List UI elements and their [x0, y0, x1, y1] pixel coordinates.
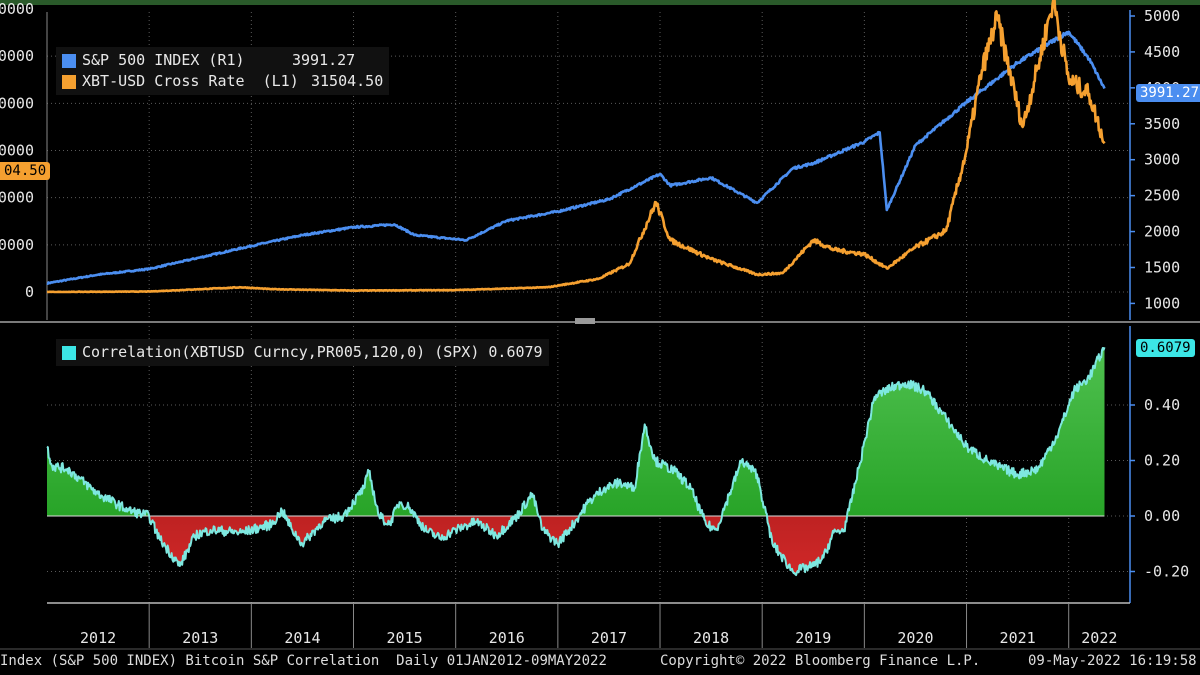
x-tick-label: 2015 [387, 629, 423, 647]
x-tick-label: 2021 [1000, 629, 1036, 647]
legend-spx: S&P 500 INDEX (R1) 3991.27 [62, 50, 383, 71]
right-tick-label: 3500 [1144, 115, 1180, 133]
right-tick-label: 2500 [1144, 187, 1180, 205]
right-tick-label: 2000 [1144, 223, 1180, 241]
legend-xbt: XBT-USD Cross Rate (L1) 31504.50 [62, 71, 383, 92]
correlation-tick-label: 0.20 [1144, 452, 1180, 470]
legend-value-spx: 3991.27 [292, 51, 356, 69]
legend-swatch-correlation [62, 345, 76, 360]
spx-last-value-badge: 3991.27 [1136, 84, 1200, 102]
footer-description: Index (S&P 500 INDEX) Bitcoin S&P Correl… [0, 653, 607, 669]
legend-correlation: Correlation(XBTUSD Curncy,PR005,120,0) (… [62, 342, 543, 363]
left-tick-label: 0 [25, 283, 34, 301]
right-tick-label: 5000 [1144, 7, 1180, 25]
left-tick-label: 60000 [0, 0, 34, 18]
left-tick-label: 40000 [0, 94, 34, 112]
correlation-tick-label: -0.20 [1144, 563, 1189, 581]
correlation-tick-label: 0.40 [1144, 396, 1180, 414]
x-tick-label: 2014 [284, 629, 320, 647]
x-tick-label: 2018 [693, 629, 729, 647]
left-tick-label: 20000 [0, 189, 34, 207]
legend-swatch-xbt [62, 74, 76, 89]
legend-value-correlation: 0.6079 [488, 343, 543, 361]
x-tick-label: 2016 [489, 629, 525, 647]
right-tick-label: 1500 [1144, 258, 1180, 276]
x-tick-label: 2020 [897, 629, 933, 647]
spx-line [46, 30, 1106, 285]
top-bar [0, 0, 1200, 5]
legend-swatch-spx [62, 53, 76, 68]
x-tick-label: 2013 [182, 629, 218, 647]
x-tick-label: 2019 [795, 629, 831, 647]
left-tick-label: 30000 [0, 142, 34, 160]
footer-timestamp: 09-May-2022 16:19:58 [1028, 653, 1197, 669]
footer: Index (S&P 500 INDEX) Bitcoin S&P Correl… [0, 651, 1200, 673]
left-tick-label: 50000 [0, 47, 34, 65]
xbt-last-value-badge: 04.50 [0, 162, 51, 180]
correlation-last-value-badge: 0.6079 [1136, 339, 1195, 357]
correlation-tick-label: 0.00 [1144, 507, 1180, 525]
x-tick-label: 2017 [591, 629, 627, 647]
x-tick-label: 2012 [80, 629, 116, 647]
xbt-line [46, 0, 1106, 294]
legend-value-xbt: 31504.50 [311, 72, 384, 90]
correlation-line [46, 346, 1106, 577]
footer-copyright: Copyright© 2022 Bloomberg Finance L.P. [660, 653, 981, 669]
right-tick-label: 1000 [1144, 294, 1180, 312]
right-tick-label: 4500 [1144, 43, 1180, 61]
correlation-positive-area [47, 347, 1105, 516]
legend-label-xbt: XBT-USD Cross Rate (L1) [82, 72, 299, 90]
right-tick-label: 3000 [1144, 151, 1180, 169]
legend-label-spx: S&P 500 INDEX (R1) [82, 51, 245, 69]
left-tick-label: 10000 [0, 236, 34, 254]
panel-divider-handle [575, 318, 595, 324]
x-tick-label: 2022 [1081, 629, 1117, 647]
price-legend: S&P 500 INDEX (R1) 3991.27 XBT-USD Cross… [56, 47, 390, 95]
correlation-legend: Correlation(XBTUSD Curncy,PR005,120,0) (… [56, 339, 549, 366]
legend-label-correlation: Correlation(XBTUSD Curncy,PR005,120,0) (… [82, 343, 480, 361]
